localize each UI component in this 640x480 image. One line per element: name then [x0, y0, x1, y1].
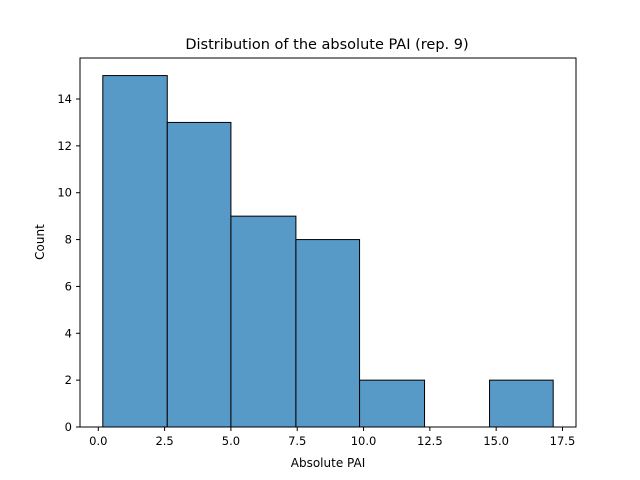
x-tick-label-4: 10.0 [351, 434, 377, 448]
y-tick-label-6: 12 [57, 139, 72, 153]
histogram-bar-1 [166, 121, 232, 428]
histogram-bar-6 [489, 379, 554, 428]
y-axis-ticks: 0 2 4 6 8 10 12 14 [57, 92, 80, 434]
x-axis-label: Absolute PAI [291, 456, 365, 470]
histogram-bar-0 [102, 75, 168, 428]
x-tick-label-3: 7.5 [288, 434, 306, 448]
histogram-bar-4 [359, 379, 426, 428]
x-tick-label-7: 17.5 [550, 434, 576, 448]
histogram-bar-2 [230, 215, 297, 428]
y-tick-label-1: 2 [65, 373, 72, 387]
axes-frame [79, 57, 577, 428]
y-tick-label-7: 14 [57, 92, 72, 106]
chart-title: Distribution of the absolute PAI (rep. 9… [185, 37, 468, 53]
x-tick-label-1: 2.5 [155, 434, 173, 448]
y-tick-label-0: 0 [65, 420, 72, 434]
x-tick-label-6: 15.0 [483, 434, 509, 448]
x-axis-ticks: 0.0 2.5 5.0 7.5 10.0 12.5 15.0 17.5 [89, 427, 575, 448]
x-tick-label-0: 0.0 [89, 434, 107, 448]
x-tick-label-2: 5.0 [222, 434, 240, 448]
bars-layer [102, 75, 554, 428]
x-tick-label-5: 12.5 [417, 434, 443, 448]
y-tick-label-2: 4 [65, 326, 72, 340]
histogram-bar-3 [295, 239, 361, 428]
y-tick-label-5: 10 [57, 186, 72, 200]
y-tick-label-4: 8 [65, 233, 72, 247]
y-axis-label: Count [33, 224, 47, 260]
y-tick-label-3: 6 [65, 279, 72, 293]
